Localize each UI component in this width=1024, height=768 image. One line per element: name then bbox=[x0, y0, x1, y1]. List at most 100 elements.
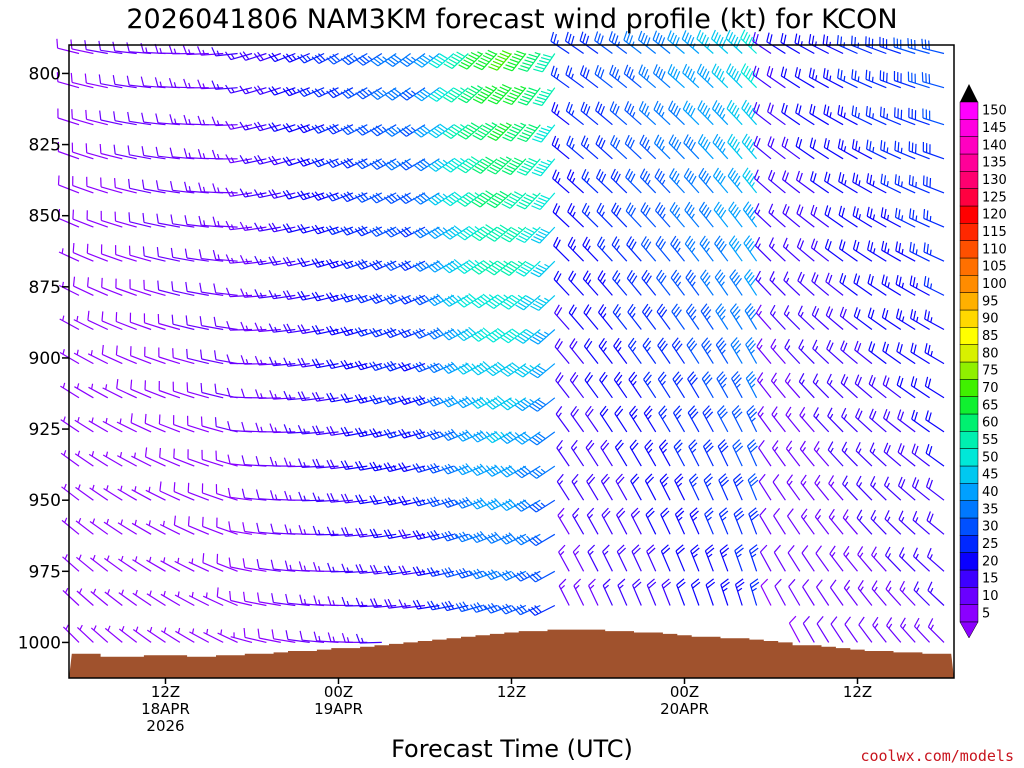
wind-barb bbox=[85, 143, 108, 160]
barb-flag bbox=[344, 493, 350, 503]
wind-barb bbox=[486, 224, 512, 242]
wind-barb bbox=[927, 618, 945, 643]
barb-staff bbox=[668, 108, 685, 126]
barb-flag bbox=[522, 62, 532, 67]
barb-half bbox=[77, 450, 81, 456]
barb-flag bbox=[284, 490, 289, 501]
barb-flag bbox=[557, 507, 565, 516]
barb-staff bbox=[815, 553, 830, 572]
wind-barb bbox=[116, 418, 137, 433]
wind-barb bbox=[599, 405, 613, 433]
wind-barb bbox=[268, 122, 296, 132]
wind-barb bbox=[688, 473, 700, 501]
barb-flag bbox=[628, 238, 635, 248]
barb-half bbox=[378, 397, 383, 403]
barb-staff bbox=[880, 149, 902, 160]
barb-flag bbox=[505, 433, 514, 441]
barb-staff bbox=[643, 379, 657, 399]
barb-flag bbox=[426, 331, 435, 340]
barb-flag bbox=[491, 231, 501, 238]
colorbar-label: 30 bbox=[982, 520, 999, 535]
wind-barb bbox=[582, 236, 599, 262]
wind-barb bbox=[899, 617, 916, 643]
barb-staff bbox=[74, 386, 94, 399]
barb-flag bbox=[899, 377, 904, 388]
barb-staff bbox=[230, 52, 253, 61]
barb-flag bbox=[242, 51, 250, 60]
barb-flag bbox=[470, 468, 478, 476]
barb-flag bbox=[270, 559, 274, 570]
barb-flag bbox=[372, 361, 380, 370]
barb-flag bbox=[701, 34, 707, 44]
barb-flag bbox=[505, 500, 514, 508]
barb-flag bbox=[401, 462, 408, 471]
barb-flag bbox=[496, 294, 506, 301]
barb-flag bbox=[487, 467, 496, 476]
barb-half bbox=[661, 111, 665, 118]
barb-half bbox=[617, 41, 621, 47]
barb-flag bbox=[494, 161, 504, 168]
barb-flag bbox=[769, 68, 774, 78]
barb-flag bbox=[769, 304, 776, 314]
barb-staff bbox=[244, 294, 267, 298]
wind-barb bbox=[175, 627, 195, 643]
barb-staff bbox=[923, 150, 945, 160]
wind-barb bbox=[823, 138, 844, 160]
barb-staff bbox=[715, 310, 729, 330]
barb-flag bbox=[444, 364, 453, 373]
wind-barb bbox=[667, 30, 685, 54]
wind-barb bbox=[340, 157, 368, 169]
barb-flag bbox=[390, 360, 397, 370]
barb-staff bbox=[690, 584, 700, 606]
barb-staff bbox=[654, 142, 671, 160]
barb-half bbox=[407, 431, 412, 437]
barb-flag bbox=[553, 236, 559, 246]
wind-barb bbox=[72, 243, 94, 262]
barb-staff bbox=[572, 514, 585, 535]
barb-flag bbox=[502, 368, 512, 375]
barb-flag bbox=[404, 260, 412, 269]
barb-half bbox=[858, 214, 861, 220]
barb-staff bbox=[302, 260, 325, 268]
barb-flag bbox=[383, 363, 391, 372]
barb-staff bbox=[215, 124, 238, 127]
barb-flag bbox=[453, 53, 463, 60]
barb-flag bbox=[525, 227, 535, 234]
barb-flag bbox=[555, 406, 563, 415]
barb-flag bbox=[346, 191, 355, 200]
barb-flag bbox=[784, 172, 789, 182]
barb-staff bbox=[287, 465, 310, 468]
barb-flag bbox=[401, 161, 410, 169]
barb-half bbox=[135, 626, 139, 632]
wind-barb bbox=[253, 85, 281, 95]
wind-barb bbox=[717, 439, 729, 467]
barb-flag bbox=[697, 100, 703, 110]
barb-flag bbox=[705, 175, 712, 185]
wind-barb bbox=[355, 527, 382, 538]
wind-barb bbox=[854, 374, 873, 399]
wind-barb bbox=[132, 556, 152, 572]
barb-flag bbox=[704, 442, 713, 450]
wind-barb bbox=[129, 279, 152, 296]
barb-flag bbox=[895, 241, 898, 251]
barb-staff bbox=[897, 451, 916, 467]
barb-flag bbox=[187, 516, 190, 526]
barb-flag bbox=[913, 378, 918, 388]
barb-staff bbox=[87, 286, 109, 296]
barb-staff bbox=[146, 593, 166, 607]
barb-staff bbox=[360, 431, 382, 438]
wind-barb bbox=[146, 556, 166, 572]
barb-flag bbox=[502, 401, 511, 409]
barb-flag bbox=[914, 445, 919, 455]
barb-flag bbox=[534, 135, 544, 140]
barb-flag bbox=[613, 371, 621, 381]
wind-barb bbox=[298, 561, 325, 572]
barb-staff bbox=[816, 623, 830, 643]
barb-flag bbox=[537, 62, 547, 67]
barb-flag bbox=[170, 214, 174, 224]
barb-staff bbox=[129, 187, 152, 194]
barb-half bbox=[886, 516, 891, 522]
barb-staff bbox=[100, 152, 123, 160]
wind-barb bbox=[412, 599, 440, 610]
